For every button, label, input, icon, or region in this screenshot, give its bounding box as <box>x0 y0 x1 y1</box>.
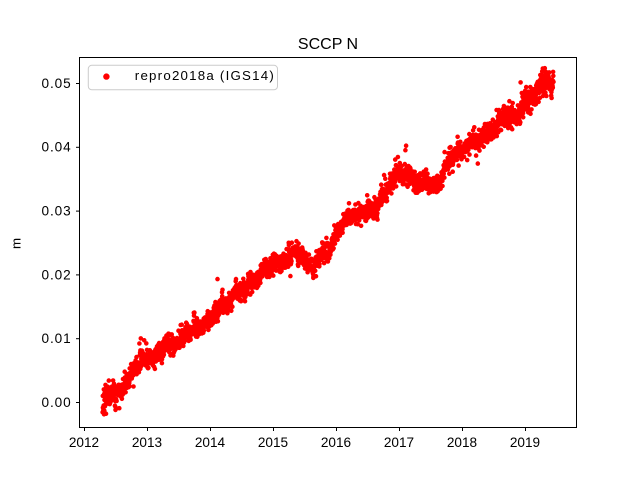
svg-text:0.00: 0.00 <box>42 395 72 410</box>
svg-text:2016: 2016 <box>321 435 351 450</box>
svg-text:0.04: 0.04 <box>42 140 72 155</box>
svg-text:repro2018a (IGS14): repro2018a (IGS14) <box>135 68 275 83</box>
svg-text:0.03: 0.03 <box>42 204 72 219</box>
svg-text:2018: 2018 <box>447 435 477 450</box>
svg-text:2019: 2019 <box>510 435 540 450</box>
svg-text:0.02: 0.02 <box>42 267 72 282</box>
svg-text:0.05: 0.05 <box>42 76 72 91</box>
svg-text:0.01: 0.01 <box>42 331 72 346</box>
svg-text:2014: 2014 <box>195 435 226 450</box>
svg-text:2012: 2012 <box>69 435 99 450</box>
svg-text:SCCP N: SCCP N <box>298 36 358 53</box>
svg-text:2015: 2015 <box>258 435 288 450</box>
svg-text:2013: 2013 <box>132 435 162 450</box>
svg-text:m: m <box>9 238 24 249</box>
svg-text:2017: 2017 <box>384 435 414 450</box>
